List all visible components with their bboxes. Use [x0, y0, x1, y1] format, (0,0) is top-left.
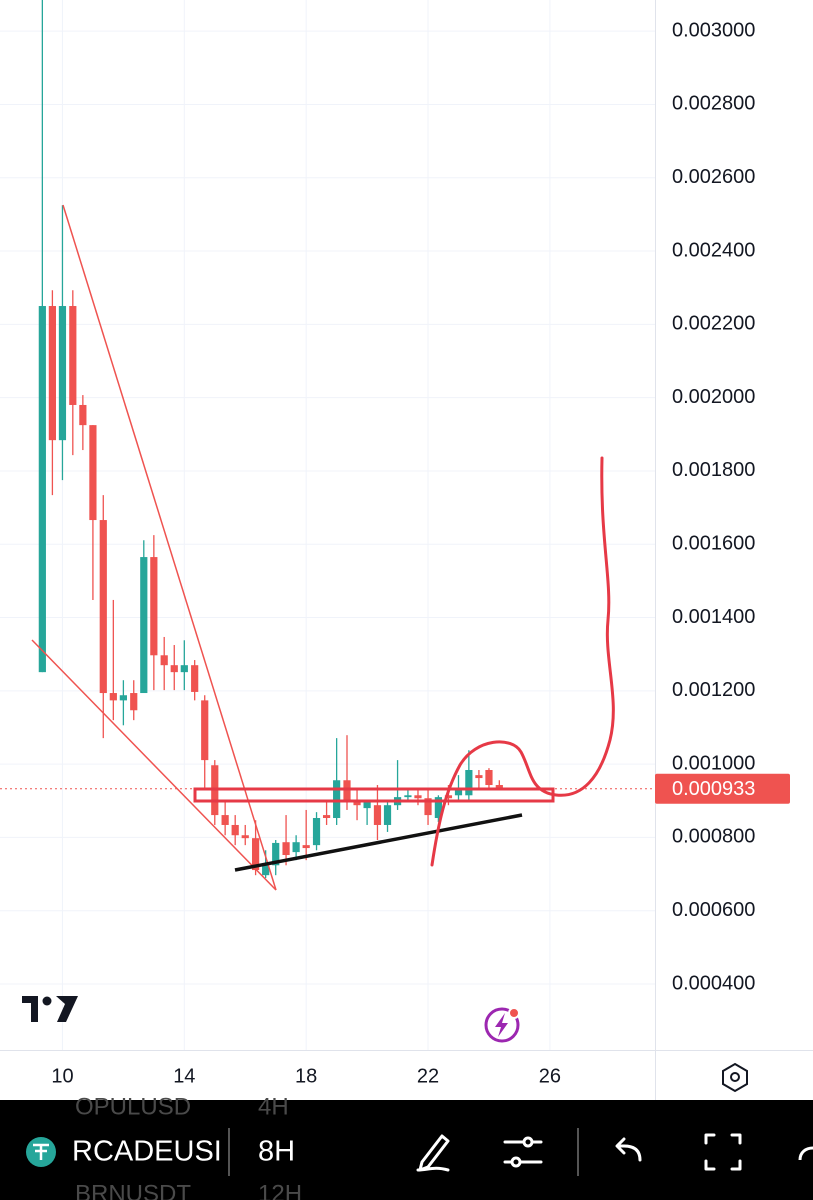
candle-body: [201, 700, 209, 761]
indicators-knob[interactable]: [510, 1156, 522, 1168]
y-tick-label: 0.000800: [672, 826, 755, 848]
candle-body: [312, 818, 321, 846]
candle-body: [191, 665, 199, 692]
candle-body: [475, 775, 483, 779]
toolbar: [0, 1100, 813, 1200]
candle-body: [130, 693, 138, 711]
candle-body: [383, 805, 392, 825]
y-tick-label: 0.001600: [672, 533, 755, 555]
candle-body: [322, 815, 331, 819]
y-tick-label: 0.002400: [672, 239, 755, 261]
alert-icon[interactable]: [484, 1007, 520, 1043]
y-tick-label: 0.002600: [672, 166, 755, 188]
trend-line: [31, 639, 277, 891]
more-icon[interactable]: [798, 1146, 813, 1161]
candle-body: [363, 800, 371, 809]
y-tick-label: 0.002200: [672, 313, 755, 335]
candle-body: [424, 798, 432, 816]
last-price-tag: [655, 773, 790, 804]
symbol-ghost: OPULUSD: [75, 1093, 191, 1120]
draw-icon[interactable]: [416, 1134, 450, 1172]
interval-ghost: 12H: [258, 1180, 302, 1200]
candle-body: [282, 842, 290, 856]
interval[interactable]: 8H: [258, 1136, 295, 1168]
divider: [228, 1128, 230, 1176]
candle-body: [150, 557, 158, 656]
background: [0, 0, 813, 1100]
candle-body: [160, 655, 168, 666]
x-tick-label: 10: [51, 1065, 73, 1087]
candle-body: [272, 842, 280, 866]
candle-body: [231, 824, 239, 836]
grid: [0, 0, 655, 1050]
candle-body: [302, 845, 310, 849]
candle-body: [180, 665, 188, 673]
undo-icon[interactable]: [615, 1137, 642, 1162]
candle-body: [119, 695, 127, 701]
drawings: [31, 204, 615, 891]
candle-body: [465, 770, 473, 796]
last-price-label: 0.000933: [672, 778, 755, 800]
candle-body: [241, 835, 249, 839]
candle-body: [444, 795, 453, 799]
candle-body: [38, 306, 46, 673]
y-tick-label: 0.001800: [672, 459, 755, 481]
candle-body: [89, 425, 97, 521]
candle-body: [262, 865, 270, 876]
settings-icon[interactable]: [722, 1062, 748, 1093]
y-tick-label: 0.001000: [672, 752, 755, 774]
candle-body: [170, 665, 178, 673]
candle-body: [414, 795, 422, 799]
y-tick-label: 0.000600: [672, 899, 755, 921]
candle-body: [58, 306, 67, 441]
candle-body: [404, 795, 412, 798]
indicators-knob[interactable]: [522, 1136, 534, 1148]
y-tick-label: 0.001400: [672, 606, 755, 628]
divider: [577, 1128, 579, 1176]
y-tick-label: 0.003000: [672, 19, 755, 41]
x-tick-label: 22: [417, 1065, 439, 1087]
candle-body: [109, 693, 117, 701]
candle-body: [252, 838, 260, 871]
candle-body: [353, 800, 361, 806]
symbol[interactable]: RCADEUSI: [72, 1136, 222, 1168]
candle-body: [292, 842, 300, 853]
candle-body: [333, 780, 341, 819]
fullscreen-icon[interactable]: [704, 1133, 742, 1171]
projection-curve: [430, 456, 615, 867]
support-line: [234, 813, 523, 872]
candle-body: [434, 797, 442, 819]
candles: [38, 0, 503, 879]
y-tick-label: 0.001200: [672, 679, 755, 701]
candle-body: [373, 805, 382, 825]
x-tick-label: 18: [295, 1065, 317, 1087]
time-axis: 10 14 18 22 26: [51, 1065, 561, 1087]
y-tick-label: 0.002000: [672, 386, 755, 408]
candle-body: [69, 306, 77, 405]
trend-line: [62, 204, 277, 891]
x-tick-label: 26: [539, 1065, 561, 1087]
candle-body: [221, 815, 229, 825]
symbol-icon[interactable]: [26, 1137, 56, 1167]
candle-body: [99, 520, 107, 694]
tradingview-logo: [22, 996, 78, 1022]
candle-body: [485, 770, 493, 786]
candle-body: [495, 785, 503, 788]
interval-ghost: 4H: [258, 1093, 289, 1120]
candle-body: [48, 306, 56, 441]
candle-body: [79, 404, 87, 426]
candle-body: [454, 790, 463, 796]
y-tick-label: 0.002800: [672, 93, 755, 115]
candle-body: [140, 557, 148, 694]
x-tick-label: 14: [173, 1065, 195, 1087]
symbol-ghost: BRNUSDT: [75, 1180, 191, 1200]
y-tick-label: 0.000400: [672, 972, 755, 994]
